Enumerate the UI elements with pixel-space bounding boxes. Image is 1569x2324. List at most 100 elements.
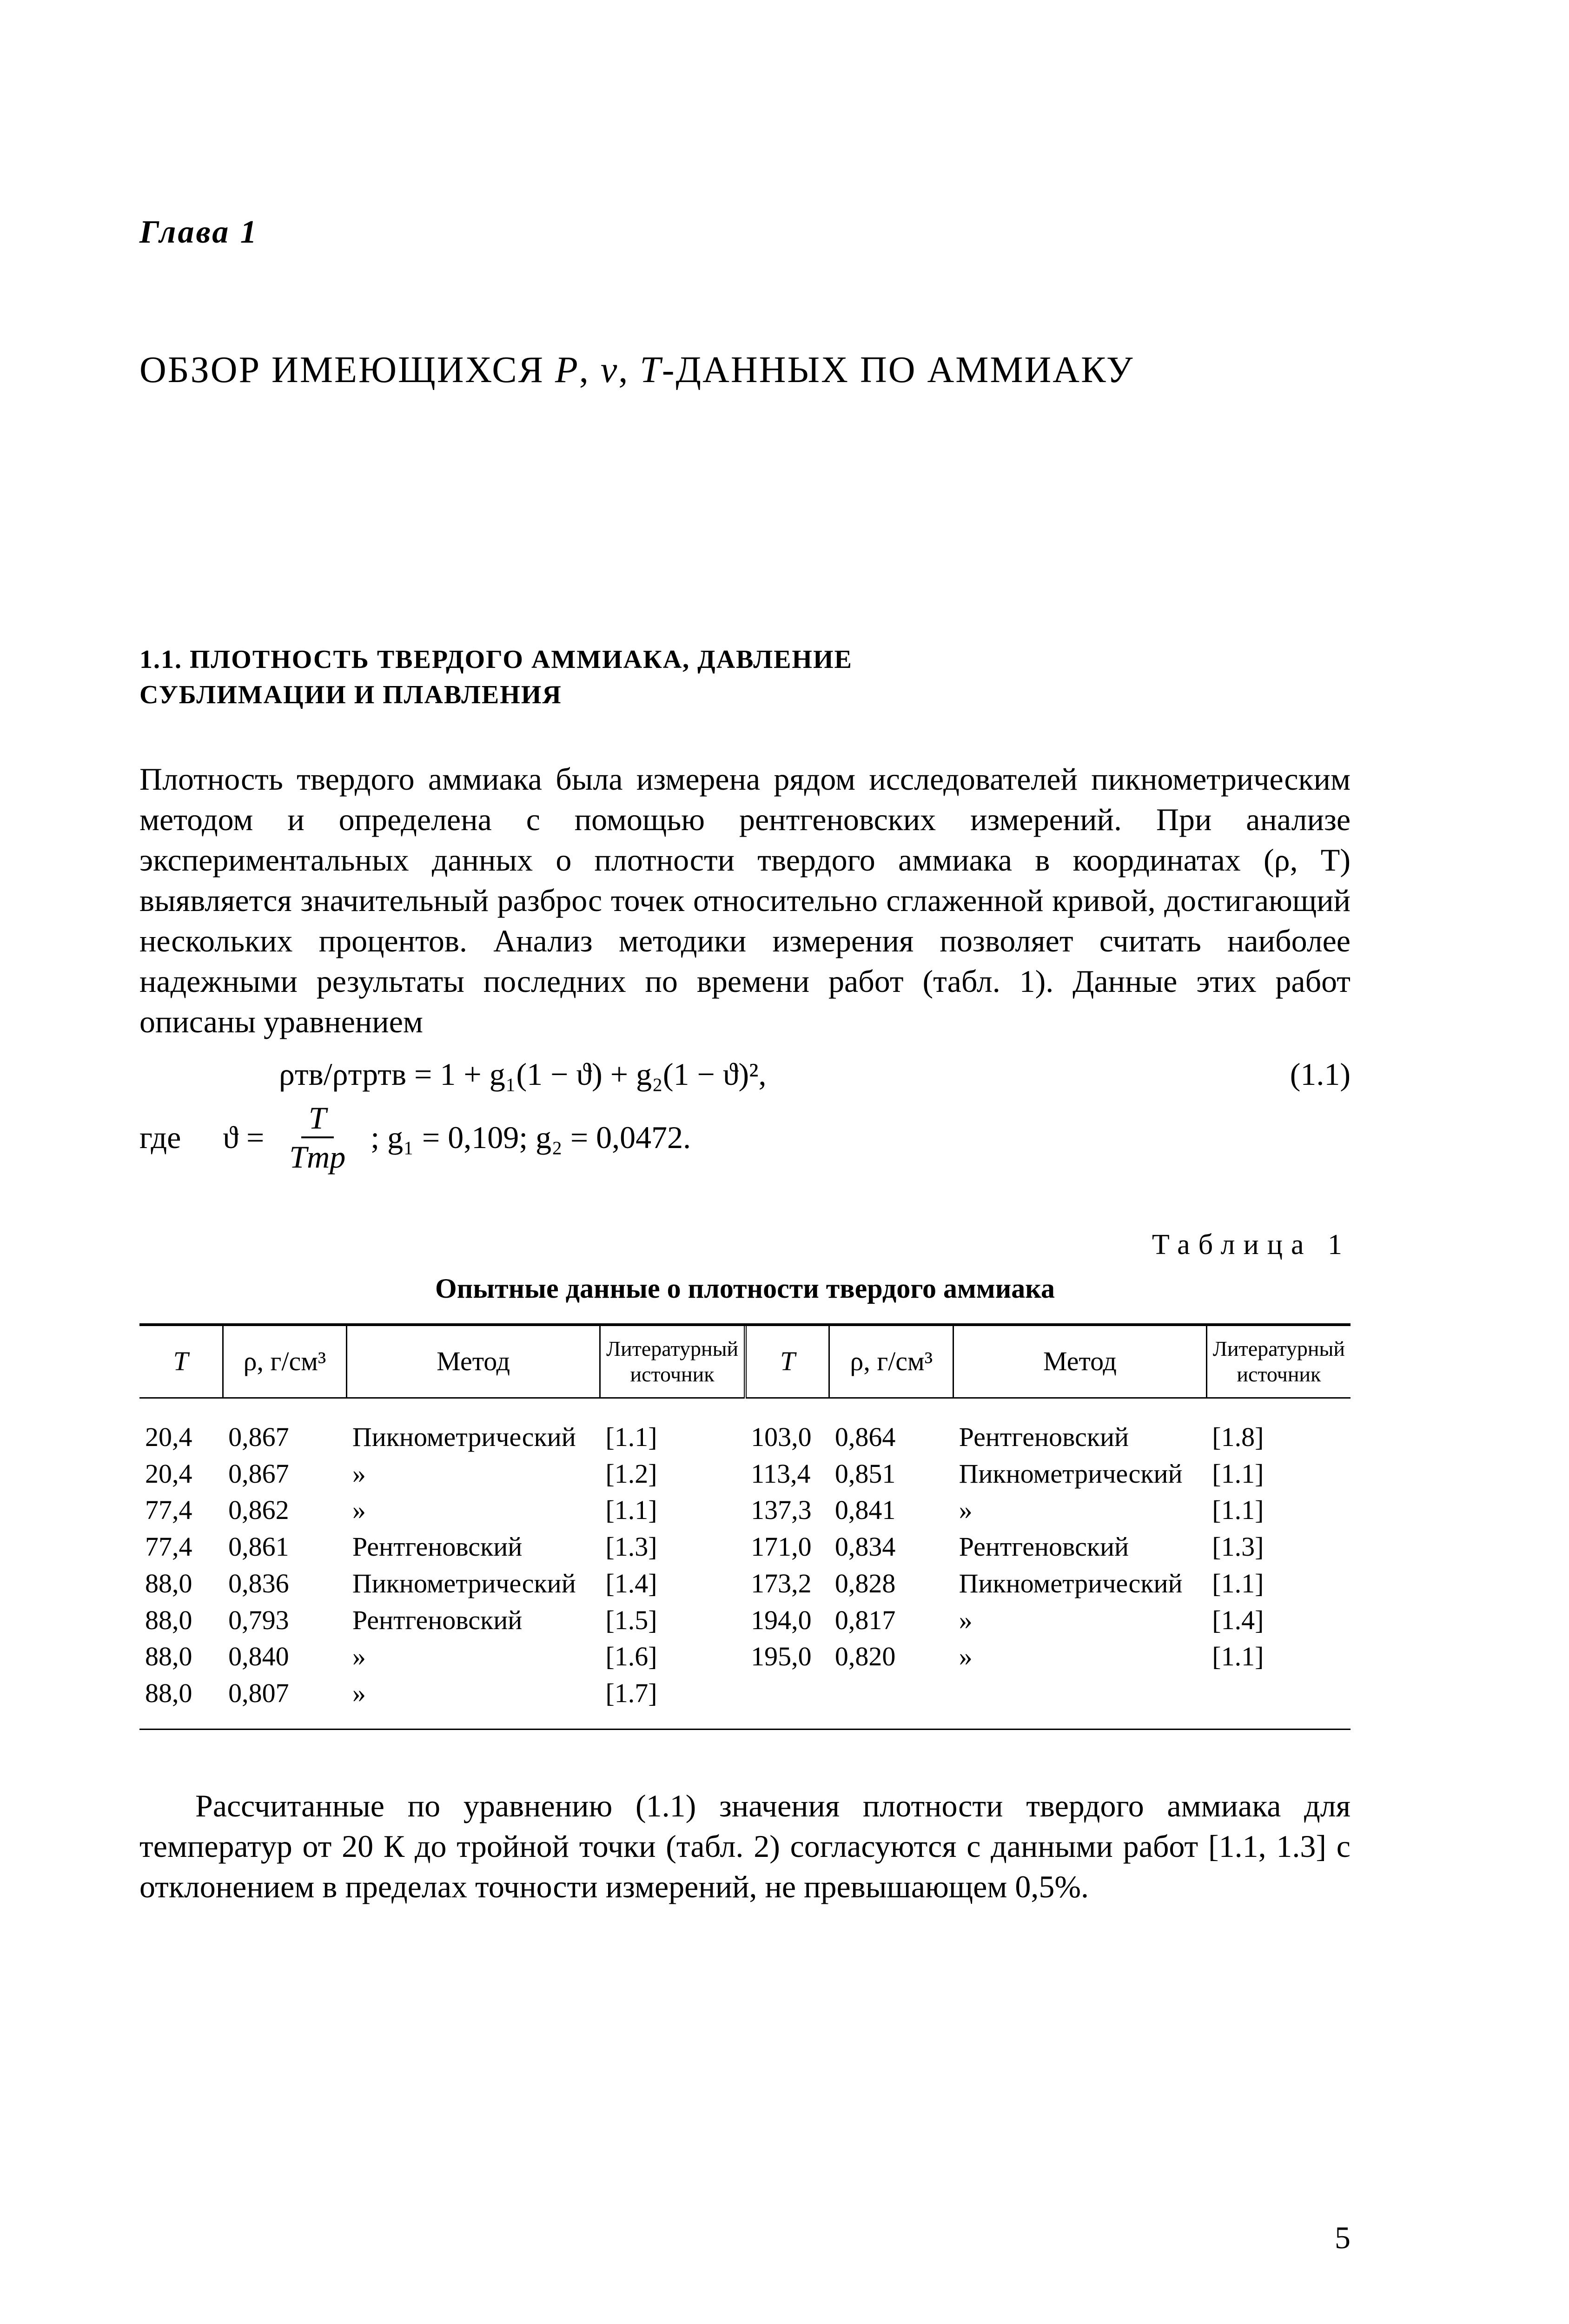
cell-ref: [1.3] — [600, 1529, 745, 1565]
cell-rho: 0,841 — [829, 1492, 953, 1529]
title-post: -ДАННЫХ ПО АММИАКУ — [662, 350, 1134, 390]
cell-T: 77,4 — [139, 1492, 223, 1529]
cell-ref: [1.2] — [600, 1456, 745, 1492]
table-row: 20,4 0,867 Пикнометрический [1.1] 103,0 … — [139, 1419, 1351, 1456]
cell-rho: 0,836 — [223, 1565, 347, 1602]
where-lhs: ϑ = — [223, 1119, 264, 1156]
cell-rho — [829, 1675, 953, 1712]
paragraph-2: Рассчитанные по уравнению (1.1) значения… — [139, 1786, 1351, 1907]
cell-rho: 0,867 — [223, 1456, 347, 1492]
cell-ref — [1206, 1675, 1351, 1712]
section-line2: СУБЛИМАЦИИ И ПЛАВЛЕНИЯ — [139, 680, 562, 709]
equation-body: ρтв/ρтртв = 1 + g₁(1 − ϑ) + g₂(1 − ϑ)², — [139, 1056, 1248, 1093]
cell-rho: 0,861 — [223, 1529, 347, 1565]
title-sep2: , — [618, 350, 640, 390]
cell-T: 20,4 — [139, 1456, 223, 1492]
table-row: 20,4 0,867 » [1.2] 113,4 0,851 Пикнометр… — [139, 1456, 1351, 1492]
cell-rho: 0,807 — [223, 1675, 347, 1712]
cell-rho: 0,793 — [223, 1602, 347, 1639]
th-method-right: Метод — [953, 1326, 1207, 1398]
table-label-text: Таблица 1 — [1152, 1228, 1351, 1261]
section-heading: 1.1. ПЛОТНОСТЬ ТВЕРДОГО АММИАКА, ДАВЛЕНИ… — [139, 642, 1351, 713]
table-row: 88,0 0,793 Рентгеновский [1.5] 194,0 0,8… — [139, 1602, 1351, 1639]
cell-T — [745, 1675, 829, 1712]
cell-method: Пикнометрический — [347, 1419, 600, 1456]
fraction-denominator: Tтр — [282, 1138, 353, 1173]
cell-rho: 0,834 — [829, 1529, 953, 1565]
cell-ref: [1.1] — [1206, 1565, 1351, 1602]
cell-ref: [1.5] — [600, 1602, 745, 1639]
cell-rho: 0,864 — [829, 1419, 953, 1456]
title-sep1: , — [579, 350, 601, 390]
cell-T: 88,0 — [139, 1602, 223, 1639]
page: Глава 1 ОБЗОР ИМЕЮЩИХСЯ P, v, T-ДАННЫХ П… — [0, 0, 1569, 2324]
chapter-title: ОБЗОР ИМЕЮЩИХСЯ P, v, T-ДАННЫХ ПО АММИАК… — [139, 349, 1351, 391]
cell-method — [953, 1675, 1207, 1712]
table-row: 77,4 0,862 » [1.1] 137,3 0,841 » [1.1] — [139, 1492, 1351, 1529]
equation-where: где ϑ = T Tтр ; g₁ = 0,109; g₂ = 0,0472. — [139, 1102, 1351, 1173]
table-row: 88,0 0,840 » [1.6] 195,0 0,820 » [1.1] — [139, 1638, 1351, 1675]
cell-ref: [1.1] — [1206, 1492, 1351, 1529]
where-tail: ; g₁ = 0,109; g₂ = 0,0472. — [371, 1119, 691, 1156]
table-1: T ρ, г/см³ Метод Литературный источник T… — [139, 1323, 1351, 1730]
chapter-label: Глава 1 — [139, 214, 1351, 251]
paragraph-1: Плотность твердого аммиака была измерена… — [139, 759, 1351, 1042]
cell-T: 195,0 — [745, 1638, 829, 1675]
cell-method: » — [953, 1638, 1207, 1675]
section-line1: ПЛОТНОСТЬ ТВЕРДОГО АММИАКА, ДАВЛЕНИЕ — [190, 645, 853, 674]
th-rho-left: ρ, г/см³ — [223, 1326, 347, 1398]
cell-ref: [1.1] — [600, 1492, 745, 1529]
cell-method: » — [347, 1456, 600, 1492]
cell-rho: 0,867 — [223, 1419, 347, 1456]
th-T-left: T — [139, 1326, 223, 1398]
cell-method: Пикнометрический — [347, 1565, 600, 1602]
table-header-row: T ρ, г/см³ Метод Литературный источник T… — [139, 1326, 1351, 1398]
cell-method: Рентгеновский — [347, 1529, 600, 1565]
cell-ref: [1.8] — [1206, 1419, 1351, 1456]
cell-rho: 0,820 — [829, 1638, 953, 1675]
cell-ref: [1.1] — [600, 1419, 745, 1456]
cell-method: » — [953, 1492, 1207, 1529]
cell-T: 77,4 — [139, 1529, 223, 1565]
where-word: где — [139, 1119, 181, 1156]
cell-T: 113,4 — [745, 1456, 829, 1492]
table-row: 88,0 0,807 » [1.7] — [139, 1675, 1351, 1712]
cell-ref: [1.3] — [1206, 1529, 1351, 1565]
cell-ref: [1.4] — [1206, 1602, 1351, 1639]
cell-T: 88,0 — [139, 1638, 223, 1675]
cell-method: Пикнометрический — [953, 1565, 1207, 1602]
table-label: Таблица 1 — [139, 1228, 1351, 1261]
cell-ref: [1.1] — [1206, 1638, 1351, 1675]
equation-1-1: ρтв/ρтртв = 1 + g₁(1 − ϑ) + g₂(1 − ϑ)², … — [139, 1056, 1351, 1093]
th-rho-right: ρ, г/см³ — [829, 1326, 953, 1398]
where-fraction: T Tтр — [282, 1102, 353, 1173]
cell-method: Пикнометрический — [953, 1456, 1207, 1492]
cell-ref: [1.7] — [600, 1675, 745, 1712]
equation-number: (1.1) — [1248, 1056, 1351, 1093]
th-T-right: T — [745, 1326, 829, 1398]
cell-rho: 0,851 — [829, 1456, 953, 1492]
table-spacer-row — [139, 1712, 1351, 1730]
cell-method: Рентгеновский — [953, 1529, 1207, 1565]
cell-rho: 0,862 — [223, 1492, 347, 1529]
fraction-numerator: T — [301, 1102, 334, 1138]
cell-T: 173,2 — [745, 1565, 829, 1602]
cell-T: 171,0 — [745, 1529, 829, 1565]
cell-rho: 0,817 — [829, 1602, 953, 1639]
title-pre: ОБЗОР ИМЕЮЩИХСЯ — [139, 350, 555, 390]
th-method-left: Метод — [347, 1326, 600, 1398]
cell-method: » — [347, 1638, 600, 1675]
title-v: v — [601, 350, 619, 390]
table-spacer-row — [139, 1399, 1351, 1419]
cell-method: » — [347, 1492, 600, 1529]
page-number: 5 — [1335, 2219, 1351, 2256]
title-T: T — [640, 350, 662, 390]
table-rule-bottom — [139, 1729, 1351, 1730]
cell-ref: [1.6] — [600, 1638, 745, 1675]
cell-rho: 0,828 — [829, 1565, 953, 1602]
title-P: P — [555, 350, 579, 390]
cell-method: » — [953, 1602, 1207, 1639]
section-num: 1.1. — [139, 645, 190, 674]
th-ref-left: Литературный источник — [600, 1326, 745, 1398]
table-row: 77,4 0,861 Рентгеновский [1.3] 171,0 0,8… — [139, 1529, 1351, 1565]
